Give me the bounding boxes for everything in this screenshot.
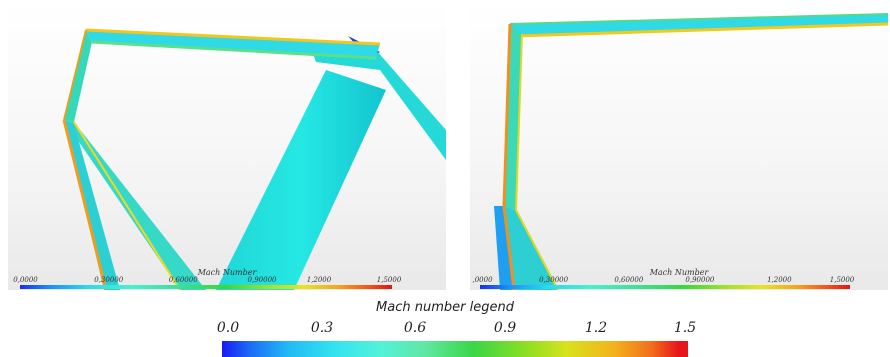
left-tick-4: 1,2000 (306, 276, 332, 284)
left-colorbar (20, 285, 392, 289)
right-tick-1: 0,30000 (539, 276, 569, 284)
main-tick-0: 0.0 (216, 320, 240, 336)
main-tick-2: 0.6 (403, 320, 427, 336)
left-cfd-view: Mach Number 0,0000 0,30000 0,60000 0,900… (8, 0, 446, 290)
right-tick-0: ,0000 (472, 276, 493, 284)
main-legend-title: Mach number legend (376, 300, 514, 315)
left-tick-5: 1,5000 (376, 276, 402, 284)
right-frame-render (494, 13, 888, 290)
main-tick-5: 1.5 (673, 320, 697, 336)
left-legend-title: Mach Number (197, 268, 257, 277)
left-frame-render (62, 28, 446, 290)
main-tick-3: 0.9 (493, 320, 517, 336)
left-tick-2: 0,60000 (168, 276, 198, 284)
main-tick-4: 1.2 (584, 320, 608, 336)
right-tick-4: 1,2000 (767, 276, 792, 284)
left-legend-ticks: 0,0000 0,30000 0,60000 0,90000 1,2000 1,… (8, 276, 446, 286)
left-tick-3: 0,90000 (247, 276, 277, 284)
right-cfd-view: Mach Number ,0000 0,30000 0,60000 0,9000… (470, 0, 888, 290)
right-tick-2: 0,60000 (614, 276, 644, 284)
right-legend-ticks: ,0000 0,30000 0,60000 0,90000 1,2000 1,5… (470, 276, 888, 286)
right-legend-title: Mach Number (649, 268, 709, 277)
main-legend-ticks: 0.0 0.3 0.6 0.9 1.2 1.5 (0, 320, 890, 338)
right-tick-5: 1,5000 (829, 276, 855, 284)
right-tick-3: 0,90000 (685, 276, 715, 284)
right-colorbar (480, 285, 850, 289)
left-tick-1: 0,30000 (94, 276, 124, 284)
main-colorbar (222, 341, 688, 357)
main-tick-1: 0.3 (310, 320, 334, 336)
left-tick-0: 0,0000 (13, 276, 38, 284)
